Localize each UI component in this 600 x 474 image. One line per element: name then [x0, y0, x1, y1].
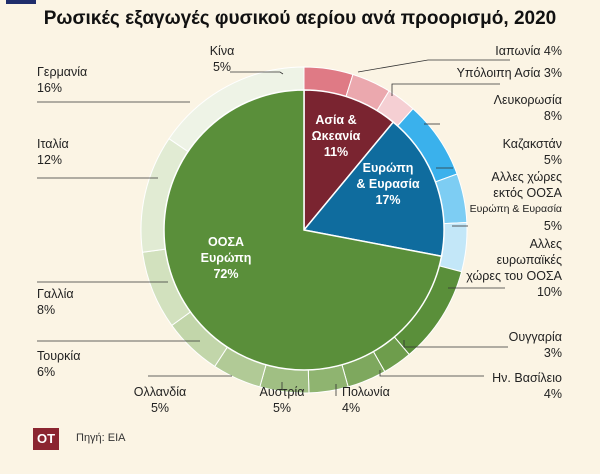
outer-label-11: Ολλανδία 5% [134, 385, 186, 415]
inner-label-1: Ευρώπη & Ευρασία 17% [356, 161, 420, 207]
inner-slice-1 [302, 121, 445, 258]
outer-label-15: Γερμανία 16% [37, 65, 87, 95]
outer-label-4: Καζακστάν 5% [503, 137, 562, 167]
outer-label-0: Κίνα 5% [210, 44, 235, 74]
leader-line-7 [403, 340, 508, 348]
inner-label-2: ΟΟΣΑ Ευρώπη 72% [201, 235, 252, 281]
inner-slice-0 [303, 89, 395, 233]
outer-label-6: Αλλες ευρωπαϊκές χώρες του ΟΟΣΑ 10% [466, 237, 562, 299]
outer-label-10: Αυστρία 5% [260, 385, 305, 415]
leader-line-8 [379, 370, 484, 377]
accent-bar [6, 0, 36, 4]
outer-label-13: Γαλλία 8% [37, 287, 74, 317]
outer-label-5: Αλλες χώρες εκτός ΟΟΣΑ Ευρώπη & Ευρασία 5% [470, 170, 563, 233]
outer-label-8: Ην. Βασίλειο 4% [492, 371, 562, 401]
outer-label-9: Πολωνία 4% [342, 385, 390, 415]
outer-label-7: Ουγγαρία 3% [509, 330, 562, 360]
chart-title: Ρωσικές εξαγωγές φυσικού αερίου ανά προο… [43, 8, 557, 29]
leader-line-2 [391, 83, 500, 96]
inner-slice-2 [163, 89, 443, 371]
outer-label-12: Τουρκία 6% [37, 349, 80, 379]
inner-label-0: Ασία & Ωκεανία 11% [312, 113, 361, 159]
outer-label-3: Λευκορωσία 8% [494, 93, 562, 123]
logo: ΟΤ [33, 428, 59, 450]
outer-label-14: Ιταλία 12% [37, 137, 69, 167]
outer-label-1: Ιαπωνία 4% [495, 44, 562, 58]
leader-line-0 [230, 71, 284, 75]
outer-label-2: Υπόλοιπη Ασία 3% [457, 66, 562, 80]
source-note: Πηγή: EIA [76, 432, 126, 444]
leader-line-1 [357, 59, 510, 73]
